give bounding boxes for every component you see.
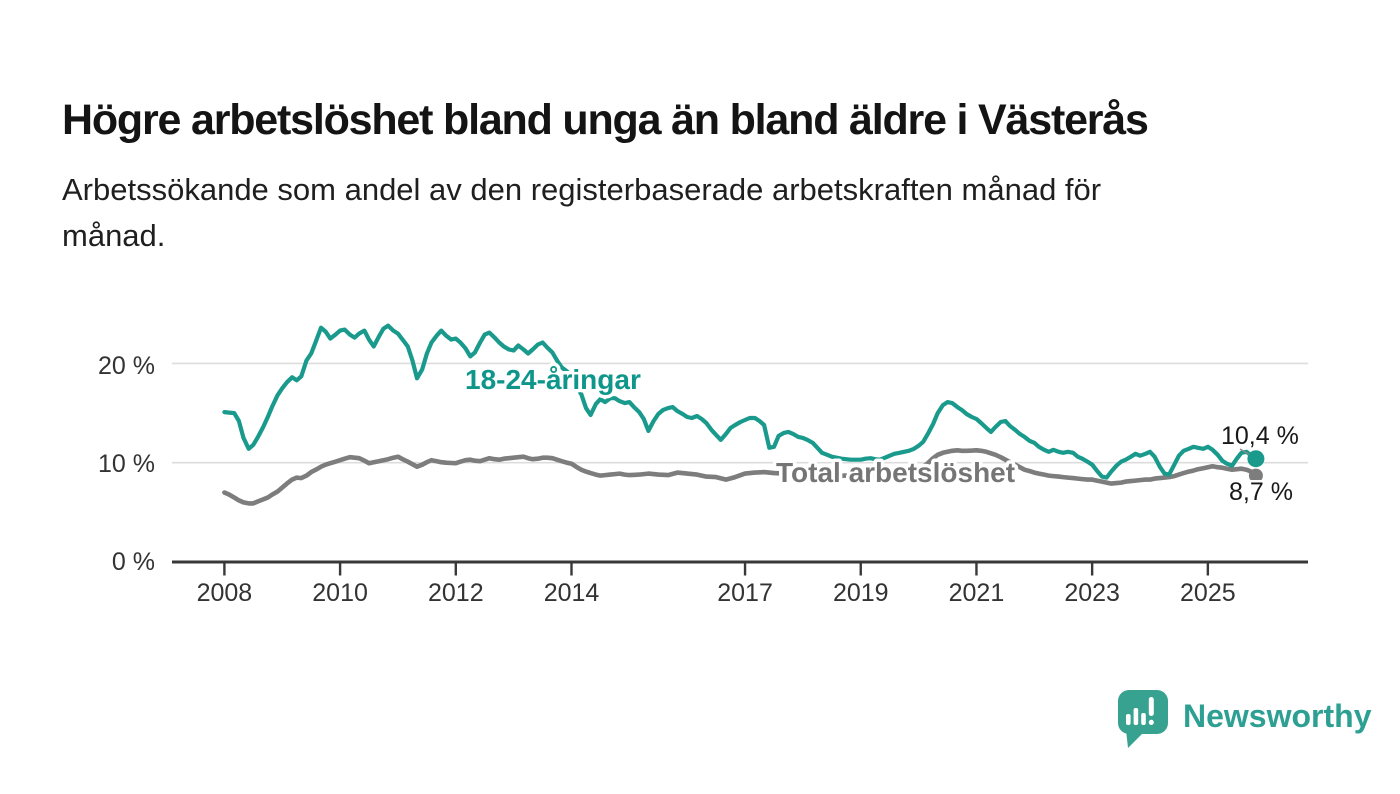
- x-tick-label: 2023: [1064, 579, 1120, 607]
- series-line-youth: [222, 323, 1258, 480]
- x-tick-label: 2019: [833, 579, 889, 607]
- x-tick-label: 2025: [1180, 579, 1236, 607]
- series-label-youth: 18-24-åringar: [465, 364, 641, 395]
- x-axis-ticks: [223, 563, 1210, 576]
- page-title: Högre arbetslöshet bland unga än bland ä…: [62, 95, 1149, 144]
- x-tick-label: 2008: [197, 579, 253, 607]
- gridlines: [172, 362, 1308, 564]
- series-end-dot-total: [1248, 468, 1263, 483]
- series-label-total: Total arbetslöshet: [776, 457, 1015, 488]
- x-tick-label: 2012: [428, 579, 484, 607]
- y-axis-labels: 20 % 10 % 0 %: [98, 352, 155, 576]
- y-tick-label: 10 %: [98, 450, 155, 478]
- series-line-total: [222, 448, 1259, 506]
- y-tick-label: 20 %: [98, 352, 155, 380]
- newsworthy-logo: Newsworthy: [1118, 690, 1372, 748]
- end-value-label-youth: 10,4 %: [1221, 422, 1299, 450]
- subtitle-line-2: månad.: [62, 218, 166, 253]
- x-tick-label: 2021: [949, 579, 1005, 607]
- subtitle-line-1: Arbetssökande som andel av den registerb…: [62, 172, 1102, 207]
- end-value-label-total: 8,7 %: [1229, 478, 1293, 506]
- newsworthy-logo-text: Newsworthy: [1183, 698, 1372, 734]
- x-axis-labels: 2008 2010 2012 2014 2017 2019 2021 2023 …: [197, 579, 1236, 607]
- x-tick-label: 2017: [717, 579, 773, 607]
- newsworthy-speech-bubble-icon: [1118, 690, 1168, 748]
- x-tick-label: 2014: [544, 579, 600, 607]
- y-tick-label: 0 %: [112, 548, 155, 576]
- x-tick-label: 2010: [312, 579, 368, 607]
- chart-subtitle: Arbetssökande som andel av den registerb…: [62, 167, 1101, 259]
- series-end-dot-youth: [1247, 450, 1265, 468]
